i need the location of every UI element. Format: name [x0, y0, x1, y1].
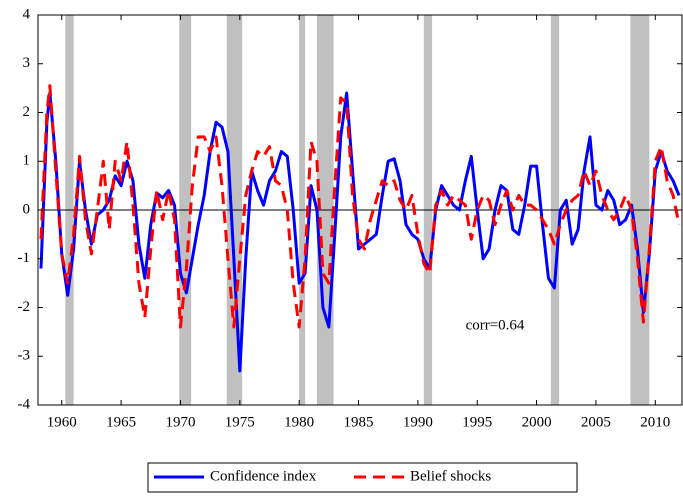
annotation: corr=0.64	[466, 317, 525, 333]
lines-layer	[39, 84, 681, 373]
legend-label: Belief shocks	[410, 468, 491, 484]
y-tick-label: 1	[23, 153, 31, 169]
x-tick-label: 2000	[522, 414, 552, 430]
x-tick-label: 1975	[225, 414, 255, 430]
x-tick-label: 2010	[640, 414, 670, 430]
x-tick-label: 2005	[581, 414, 611, 430]
series-line	[39, 84, 681, 329]
y-tick-label: -4	[18, 396, 31, 412]
x-tick-label: 1960	[47, 414, 77, 430]
y-tick-label: 3	[23, 55, 31, 71]
y-tick-label: -2	[18, 299, 31, 315]
y-tick-label: -3	[18, 348, 31, 364]
x-tick-label: 1990	[403, 414, 433, 430]
series-line	[39, 91, 681, 373]
y-tick-label: 4	[23, 6, 31, 22]
x-tick-label: 1970	[165, 414, 195, 430]
x-tick-label: 1980	[284, 414, 314, 430]
y-tick-label: -1	[18, 250, 31, 266]
y-tick-label: 0	[23, 201, 31, 217]
shading-layer	[38, 15, 682, 405]
y-tick-label: 2	[23, 104, 31, 120]
x-tick-label: 1985	[344, 414, 374, 430]
legend-label: Confidence index	[210, 468, 317, 484]
x-tick-label: 1995	[462, 414, 492, 430]
x-tick-label: 1965	[106, 414, 136, 430]
